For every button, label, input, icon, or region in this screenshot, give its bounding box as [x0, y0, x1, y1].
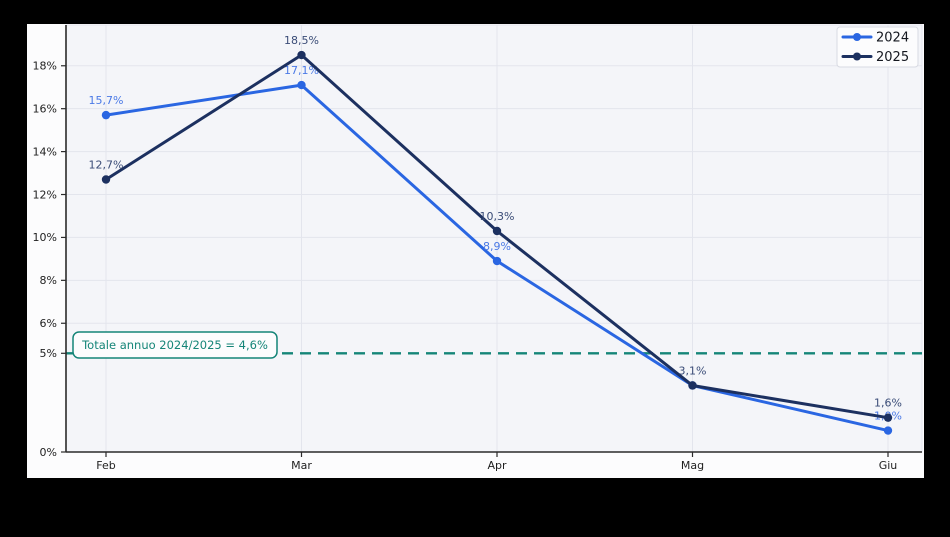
y-tick-label: 18%: [33, 60, 57, 73]
y-tick-label: 0%: [40, 446, 57, 459]
legend: 2024 2025: [836, 26, 919, 68]
data-point-label: 8,9%: [483, 240, 511, 253]
y-tick-label: 8%: [40, 274, 57, 287]
data-point-label: 3,1%: [679, 364, 707, 377]
data-point-label: 18,5%: [284, 34, 319, 47]
data-point-label: 1,6%: [874, 397, 902, 410]
grid: [66, 25, 922, 452]
data-point-label: 10,3%: [480, 210, 515, 223]
data-point: [883, 426, 893, 435]
data-point: [492, 226, 502, 236]
data-point: [492, 256, 502, 266]
x-tick-label: Feb: [96, 459, 115, 472]
legend-label: 2025: [876, 50, 909, 65]
data-point: [297, 80, 306, 90]
y-tick-label: 6%: [40, 317, 57, 330]
data-point: [883, 413, 893, 422]
plot-area: [65, 24, 923, 453]
data-point: [297, 50, 306, 60]
annotation-box: [72, 331, 278, 359]
data-point: [688, 381, 697, 390]
data-point: [101, 175, 111, 184]
y-tick-label: 12%: [33, 188, 57, 201]
data-point-label: 12,7%: [89, 158, 124, 171]
legend-entry: 2024: [841, 31, 909, 46]
data-point-label: 15,7%: [89, 94, 124, 107]
x-tick-label: Apr: [487, 459, 507, 472]
annotation-text: Totale annuo 2024/2025 = 4,6%: [81, 338, 268, 352]
legend-entry: 2025: [841, 50, 909, 65]
y-tick-label: 5%: [40, 347, 57, 360]
legend-swatch-marker: [853, 33, 861, 41]
x-tick-label: Mag: [681, 459, 704, 472]
data-point: [101, 110, 111, 120]
x-tick-label: Mar: [291, 459, 312, 472]
y-tick-label: 14%: [33, 145, 57, 158]
data-point-label: 17,1%: [284, 64, 319, 77]
y-tick-label: 10%: [33, 231, 57, 244]
y-tick-label: 16%: [33, 102, 57, 115]
legend-swatch-marker: [853, 52, 861, 61]
legend-label: 2024: [876, 31, 909, 46]
series-2025: 12,7% 18,5% 10,3% 3,1% 1,6%: [89, 34, 902, 422]
x-tick-label: Giu: [879, 459, 898, 472]
